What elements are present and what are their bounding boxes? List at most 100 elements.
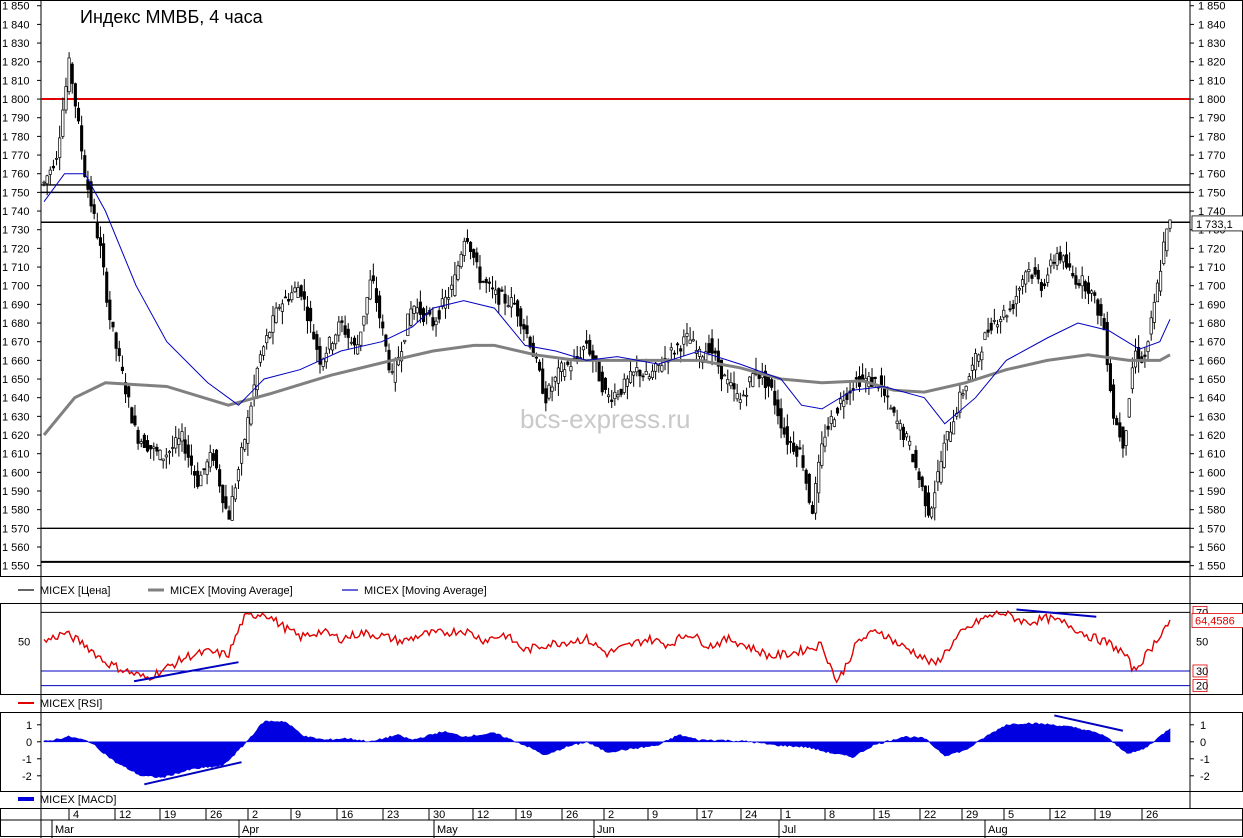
candle-body xyxy=(559,362,564,372)
candle-body xyxy=(277,306,281,309)
macd-tick-label-left: -2 xyxy=(22,771,32,783)
candle-body xyxy=(340,320,344,323)
y-tick-label-left: 1 640 xyxy=(2,393,30,405)
candle-body xyxy=(487,281,491,284)
y-tick-label-right: 1 790 xyxy=(1198,113,1226,125)
candle-body xyxy=(980,351,984,361)
macd-tick-label-left: -1 xyxy=(22,754,32,766)
candle-body xyxy=(45,175,49,185)
y-tick-label-right: 1 810 xyxy=(1198,75,1226,87)
candle-body xyxy=(1077,283,1081,286)
candle-body xyxy=(1111,384,1116,419)
candle-body xyxy=(396,356,400,366)
y-tick-label-right: 1 820 xyxy=(1198,57,1226,69)
candle-body xyxy=(607,394,611,398)
rsi-tick-label-right: 50 xyxy=(1196,637,1208,649)
candle-body xyxy=(685,333,689,337)
candle-body xyxy=(102,243,106,268)
macd-panel: 1 0 -1 -2 1 0 -1 -2 xyxy=(22,714,1210,786)
y-tick-label-left: 1 720 xyxy=(2,243,30,255)
day-label: 24 xyxy=(745,809,757,821)
day-label: 4 xyxy=(73,809,79,821)
moving-average-slow xyxy=(42,343,1171,436)
candle-body xyxy=(1014,295,1018,305)
candle-body xyxy=(1055,253,1059,266)
candle-body xyxy=(92,204,96,214)
candle-body xyxy=(1002,309,1006,318)
y-tick-label-right: 1 740 xyxy=(1198,206,1226,218)
candle-body xyxy=(1033,267,1037,275)
candle-body xyxy=(723,374,727,377)
y-tick-label-left: 1 580 xyxy=(2,505,30,517)
candle-body xyxy=(378,295,382,319)
candle-body xyxy=(597,360,601,382)
candle-body xyxy=(814,483,818,514)
candle-body xyxy=(644,371,648,375)
y-tick-label-left: 1 650 xyxy=(2,374,30,386)
candle-body xyxy=(886,395,890,398)
candle-body xyxy=(362,315,366,326)
macd-tick-label-left: 0 xyxy=(26,737,32,749)
y-tick-label-right: 1 700 xyxy=(1198,281,1226,293)
candle-body xyxy=(999,318,1003,323)
y-tick-label-right: 1 690 xyxy=(1198,299,1226,311)
candle-body xyxy=(381,321,385,329)
candle-body xyxy=(556,367,560,384)
candle-body xyxy=(581,346,586,351)
y-tick-label-right: 1 850 xyxy=(1198,1,1226,13)
candle-body xyxy=(550,386,554,392)
candle-body xyxy=(908,440,912,446)
candle-body xyxy=(167,451,172,454)
candle-body xyxy=(265,335,269,344)
month-label: Mar xyxy=(55,824,74,836)
candle-body xyxy=(481,280,485,283)
candle-body xyxy=(1080,275,1084,287)
panel-frame xyxy=(0,603,1243,695)
day-label: 15 xyxy=(878,809,890,821)
candle-body xyxy=(785,426,789,445)
candle-body xyxy=(1039,282,1043,291)
y-tick-label-left: 1 710 xyxy=(2,262,30,274)
rsi-trendline xyxy=(133,661,239,683)
month-label: May xyxy=(437,824,458,836)
candle-body xyxy=(76,107,81,122)
candle-body xyxy=(1108,363,1112,391)
y-tick-label-right: 1 630 xyxy=(1198,411,1226,423)
y-tick-label-left: 1 550 xyxy=(2,561,30,573)
y-tick-label-right: 1 640 xyxy=(1198,393,1226,405)
y-tick-label-left: 1 740 xyxy=(2,206,30,218)
candle-body xyxy=(904,433,909,438)
candle-body xyxy=(647,376,651,380)
candle-body xyxy=(810,504,814,514)
candle-body xyxy=(914,449,918,468)
candle-body xyxy=(180,431,184,442)
candle-body xyxy=(763,370,767,389)
candle-body xyxy=(83,155,87,177)
candle-body xyxy=(1052,261,1056,264)
y-tick-label-left: 1 610 xyxy=(2,449,30,461)
candle-body xyxy=(114,332,118,349)
candle-body xyxy=(939,461,943,483)
month-label: Apr xyxy=(242,824,259,836)
candle-body xyxy=(70,63,74,84)
candle-body xyxy=(211,453,215,461)
candle-body xyxy=(155,446,159,452)
y-tick-label-left: 1 780 xyxy=(2,131,30,143)
candle-body xyxy=(183,439,187,454)
rsi-line xyxy=(43,609,1171,684)
rsi-level-box xyxy=(1192,679,1208,693)
y-tick-label-left: 1 820 xyxy=(2,57,30,69)
candle-body xyxy=(500,289,504,292)
candle-body xyxy=(948,431,952,442)
candle-body xyxy=(462,240,466,256)
candle-body xyxy=(331,343,335,351)
macd-tick-label-left: 1 xyxy=(26,720,32,732)
day-label: 23 xyxy=(387,809,399,821)
candle-body xyxy=(1024,271,1028,285)
candle-body xyxy=(205,461,209,475)
candle-body xyxy=(450,284,454,290)
candle-body xyxy=(773,390,777,406)
candle-body xyxy=(293,287,297,293)
candle-body xyxy=(89,181,93,207)
candle-body xyxy=(676,343,680,346)
